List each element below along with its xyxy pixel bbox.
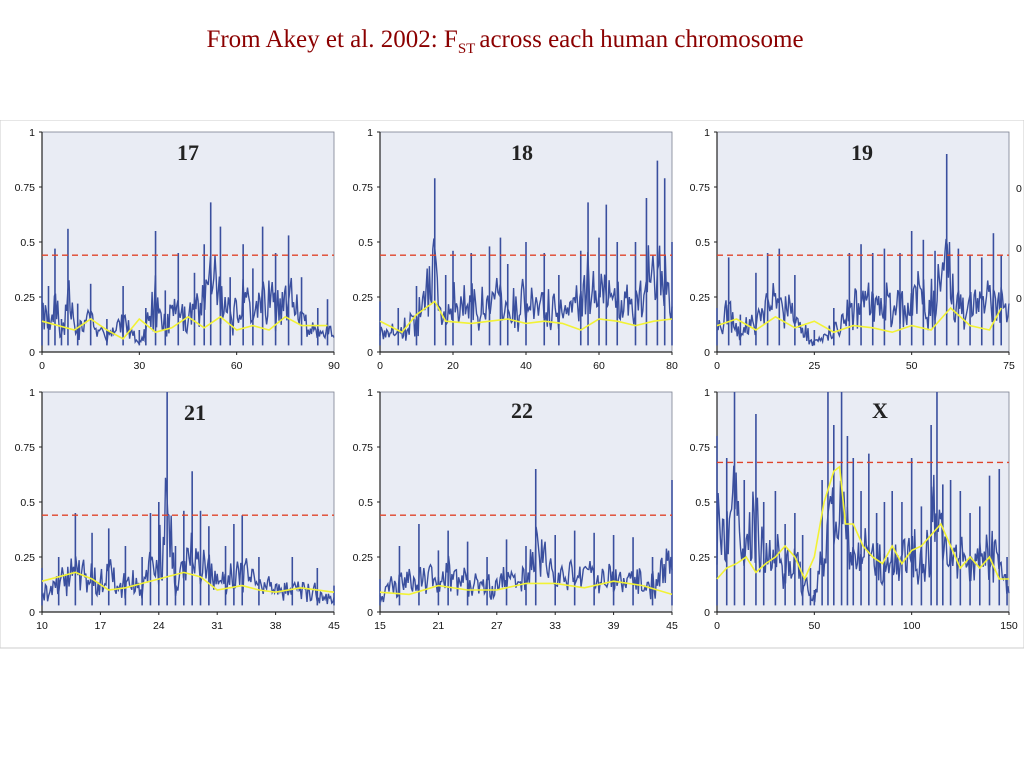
chromosome-label: 22 <box>511 398 533 423</box>
y-tick-label: 1 <box>704 387 710 399</box>
x-tick-label: 50 <box>906 360 918 372</box>
title-subscript: ST <box>457 41 476 57</box>
chromosome-label: 17 <box>177 140 199 165</box>
x-tick-label: 21 <box>433 620 445 632</box>
y-tick-label: 0.5 <box>358 497 373 509</box>
cropped-tick: 0 <box>1016 293 1022 305</box>
chromosome-label: 18 <box>511 140 533 165</box>
fst-data-line <box>716 238 1010 347</box>
y-tick-label: 0.5 <box>695 497 710 509</box>
y-tick-label: 0.25 <box>15 552 36 564</box>
cropped-tick: 0 <box>1016 183 1022 195</box>
plot-area <box>716 391 1010 613</box>
x-tick-label: 39 <box>608 620 620 632</box>
smoothed-fst-line <box>41 571 335 594</box>
x-tick-label: 31 <box>211 620 223 632</box>
x-tick-label: 17 <box>95 620 107 632</box>
x-tick-label: 33 <box>549 620 561 632</box>
x-tick-label: 24 <box>153 620 165 632</box>
y-tick-label: 0 <box>367 607 373 619</box>
x-tick-label: 10 <box>36 620 48 632</box>
chromosome-label: 19 <box>851 140 873 165</box>
y-tick-label: 0.25 <box>353 552 374 564</box>
x-tick-label: 27 <box>491 620 503 632</box>
plot-area <box>716 131 1010 353</box>
y-tick-label: 0.75 <box>690 442 711 454</box>
x-tick-label: 38 <box>270 620 282 632</box>
x-tick-label: 0 <box>714 620 720 632</box>
x-tick-label: 90 <box>328 360 340 372</box>
panel-chr-18: 0 0.25 0.5 0.75 1 0 20 40 60 80 18 <box>353 127 678 372</box>
x-tick-label: 20 <box>447 360 459 372</box>
y-tick-label: 0.75 <box>690 182 711 194</box>
y-tick-label: 1 <box>29 127 35 139</box>
panel-chr-19: 0 0.25 0.5 0.75 1 0 25 50 75 19 <box>690 127 1015 372</box>
x-tick-label: 45 <box>666 620 678 632</box>
panel-chr-17: 0 0.25 0.5 0.75 1 0 30 60 90 17 <box>15 127 340 372</box>
y-tick-label: 0 <box>367 347 373 359</box>
x-tick-label: 45 <box>328 620 340 632</box>
panel-chr-22: 0 0.25 0.5 0.75 1 15 21 27 33 39 45 22 <box>353 387 678 632</box>
y-tick-label: 1 <box>29 387 35 399</box>
y-tick-label: 1 <box>367 127 373 139</box>
y-tick-label: 0.25 <box>690 292 711 304</box>
smoothed-fst-line <box>716 306 1002 334</box>
chromosome-label: X <box>872 398 888 423</box>
y-tick-label: 0 <box>29 607 35 619</box>
x-tick-label: 30 <box>133 360 145 372</box>
x-tick-label: 0 <box>714 360 720 372</box>
x-tick-label: 50 <box>808 620 820 632</box>
y-tick-label: 0 <box>704 347 710 359</box>
y-tick-label: 1 <box>704 127 710 139</box>
y-tick-label: 0.75 <box>15 182 36 194</box>
x-tick-label: 40 <box>520 360 532 372</box>
smoothed-fst-line <box>379 580 673 596</box>
title-main: From Akey et al. 2002: F <box>206 26 458 53</box>
panel-chr-21: 0 0.25 0.5 0.75 1 10 17 24 31 38 45 21 <box>15 387 340 632</box>
panel-chr-X: 0 0.25 0.5 0.75 1 0 50 100 150 X <box>690 387 1018 632</box>
x-tick-label: 0 <box>39 360 45 372</box>
x-tick-label: 15 <box>374 620 386 632</box>
y-tick-label: 0.25 <box>15 292 36 304</box>
smoothed-fst-line <box>716 465 1009 581</box>
y-tick-label: 0.5 <box>358 237 373 249</box>
y-tick-label: 0.25 <box>353 292 374 304</box>
x-tick-label: 60 <box>231 360 243 372</box>
smoothed-fst-line <box>379 300 673 334</box>
x-tick-label: 25 <box>808 360 820 372</box>
cropped-tick: 0 <box>1016 243 1022 255</box>
x-tick-label: 60 <box>593 360 605 372</box>
slide-title: From Akey et al. 2002: FST across each hu… <box>0 26 1010 58</box>
y-tick-label: 0 <box>29 347 35 359</box>
chromosome-label: 21 <box>184 400 206 425</box>
x-tick-label: 150 <box>1000 620 1018 632</box>
x-tick-label: 75 <box>1003 360 1015 372</box>
y-tick-label: 0.5 <box>695 237 710 249</box>
x-tick-label: 0 <box>377 360 383 372</box>
y-tick-label: 0.75 <box>353 182 374 194</box>
y-tick-label: 1 <box>367 387 373 399</box>
y-tick-label: 0 <box>704 607 710 619</box>
y-tick-label: 0.75 <box>353 442 374 454</box>
x-tick-label: 80 <box>666 360 678 372</box>
title-rest: across each human chromosome <box>479 26 804 53</box>
y-tick-label: 0.5 <box>20 237 35 249</box>
y-tick-label: 0.25 <box>690 552 711 564</box>
smoothed-fst-line <box>41 315 328 340</box>
y-tick-label: 0.75 <box>15 442 36 454</box>
y-tick-label: 0.5 <box>20 497 35 509</box>
x-tick-label: 100 <box>903 620 921 632</box>
